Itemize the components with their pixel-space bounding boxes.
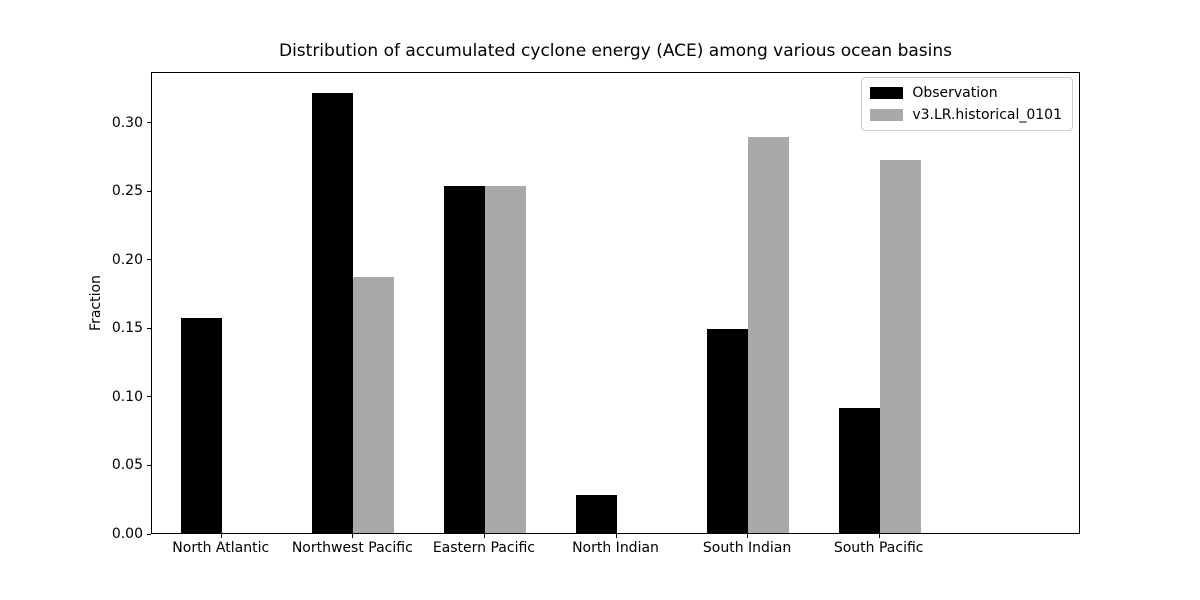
legend-swatch-model (870, 109, 904, 121)
x-tick-label-south-pacific: South Pacific (833, 540, 924, 556)
x-tick-label-north-atlantic: North Atlantic (172, 540, 270, 556)
y-tick-mark (147, 533, 151, 535)
y-tick-mark (147, 464, 151, 466)
bar-observation-south-indian (707, 328, 749, 533)
y-tick-label: 0.15 (111, 320, 143, 337)
x-tick-label-northwest-pacific: Northwest Pacific (291, 540, 413, 556)
bar-v3-lr-historical-0101-south-indian (748, 136, 790, 533)
y-tick-mark (147, 396, 151, 398)
bar-observation-south-pacific (838, 408, 880, 533)
x-tick-label-south-indian: South Indian (702, 540, 792, 556)
bar-observation-north-indian (575, 494, 617, 533)
x-tick-label-eastern-pacific: Eastern Pacific (432, 540, 535, 556)
y-tick-label: 0.20 (111, 251, 143, 268)
y-tick-mark (147, 327, 151, 329)
x-tick-mark (747, 534, 749, 538)
y-tick-mark (147, 259, 151, 261)
legend-label-observation: Observation (912, 85, 998, 101)
y-tick-label: 0.05 (111, 457, 143, 474)
legend-swatch-observation (870, 87, 904, 99)
bar-v3-lr-historical-0101-northwest-pacific (353, 276, 395, 533)
x-tick-mark (878, 534, 880, 538)
legend-item-model: v3.LR.historical_0101 (870, 106, 1062, 124)
legend: Observation v3.LR.historical_0101 (861, 77, 1073, 131)
x-tick-mark (220, 534, 222, 538)
x-tick-mark (352, 534, 354, 538)
y-tick-label: 0.30 (111, 114, 143, 131)
legend-item-observation: Observation (870, 84, 1062, 102)
x-tick-mark (483, 534, 485, 538)
chart-title: Distribution of accumulated cyclone ener… (278, 41, 952, 61)
bar-observation-northwest-pacific (312, 92, 354, 533)
bar-v3-lr-historical-0101-eastern-pacific (484, 186, 526, 533)
plot-area: Observation v3.LR.historical_0101 (151, 72, 1080, 534)
x-tick-label-north-indian: North Indian (572, 540, 659, 556)
y-tick-label: 0.10 (111, 388, 143, 405)
bar-v3-lr-historical-0101-south-pacific (879, 160, 921, 533)
x-tick-mark (615, 534, 617, 538)
y-tick-mark (147, 122, 151, 124)
y-tick-label: 0.00 (111, 526, 143, 542)
bar-observation-north-atlantic (180, 317, 222, 533)
legend-label-model: v3.LR.historical_0101 (912, 107, 1062, 123)
y-tick-label: 0.25 (111, 183, 143, 200)
bar-observation-eastern-pacific (443, 186, 485, 533)
y-tick-mark (147, 190, 151, 192)
